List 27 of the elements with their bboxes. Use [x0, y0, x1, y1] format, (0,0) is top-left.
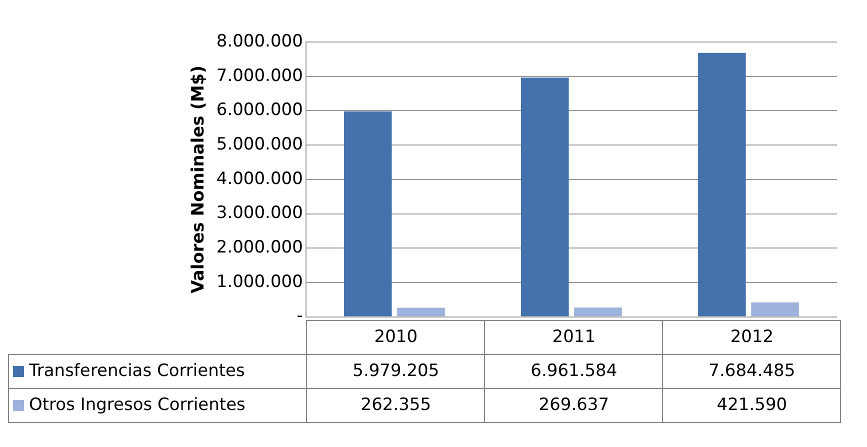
- data-label: 269.637: [484, 388, 663, 422]
- bar: [397, 308, 445, 316]
- y-tick-label: 4.000.000: [216, 168, 303, 189]
- data-label: 262.355: [306, 388, 485, 422]
- y-axis-title: Valores Nominales (M$): [188, 65, 209, 294]
- y-tick-label: -: [296, 306, 303, 326]
- bar: [521, 78, 569, 316]
- bar: [698, 52, 746, 316]
- y-tick-label: 7.000.000: [216, 66, 303, 86]
- y-tick-label: 6.000.000: [216, 100, 303, 120]
- x-tick-label: 2010: [306, 320, 485, 354]
- legend-label: Otros Ingresos Corrientes: [8, 388, 307, 422]
- data-label: 5.979.205: [306, 354, 485, 388]
- y-tick-label: 2.000.000: [216, 238, 303, 258]
- x-tick-label: 2012: [662, 320, 841, 354]
- y-tick-label: 1.000.000: [216, 272, 303, 292]
- bar: [574, 308, 622, 316]
- x-tick-label: 2011: [484, 320, 663, 354]
- y-tick-label: 3.000.000: [216, 203, 303, 224]
- y-tick-label: 8.000.000: [216, 31, 303, 52]
- bar: [751, 302, 799, 316]
- data-label: 7.684.485: [662, 354, 841, 388]
- y-tick-label: 5.000.000: [216, 134, 303, 154]
- data-label: 421.590: [662, 388, 841, 422]
- legend-label: Transferencias Corrientes: [8, 354, 307, 388]
- bar: [344, 111, 392, 316]
- data-label: 6.961.584: [484, 354, 663, 388]
